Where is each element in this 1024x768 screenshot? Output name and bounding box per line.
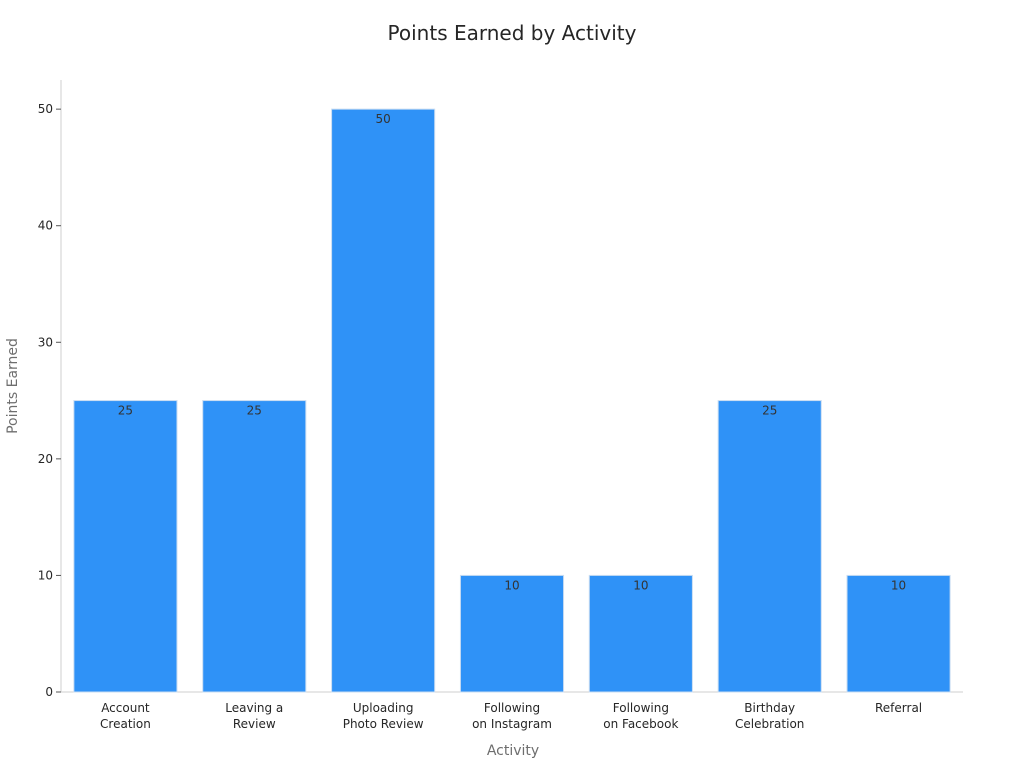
bar [73, 400, 178, 693]
x-tick-label-line: Birthday [744, 701, 795, 715]
x-axis-title: Activity [487, 743, 539, 759]
y-axis-title: Points Earned [5, 338, 21, 434]
x-tick-label: Leaving a Review [225, 701, 283, 731]
x-tick-label-line: Celebration [735, 717, 804, 731]
chart-title: Points Earned by Activity [388, 21, 637, 45]
bar [588, 574, 693, 693]
x-tick-label-line: Account [101, 701, 150, 715]
bar [331, 108, 436, 693]
bar-value-label: 25 [247, 404, 262, 418]
bars: 25 25 50 10 10 25 10 [73, 108, 951, 693]
y-tick-label: 30 [38, 335, 53, 349]
x-tick-label-line: Review [233, 717, 276, 731]
x-tick-label-line: Following [484, 701, 540, 715]
x-tick-label-line: Following [613, 701, 669, 715]
y-tick-label: 40 [38, 219, 53, 233]
y-tick-label: 50 [38, 102, 53, 116]
bar [202, 400, 307, 693]
bar-value-label: 25 [118, 404, 133, 418]
bar [459, 574, 565, 693]
y-tick-label: 0 [45, 685, 53, 699]
x-tick-label-line: Leaving a [225, 701, 283, 715]
y-ticks: 0 10 20 30 40 50 [38, 102, 61, 699]
x-tick-label-line: Uploading [353, 701, 414, 715]
x-tick-label: Following on Instagram [472, 701, 552, 731]
x-tick-label-line: Referral [875, 701, 922, 715]
x-tick-label-line: on Instagram [472, 717, 552, 731]
bar-value-label: 10 [504, 578, 519, 592]
x-tick-label: Following on Facebook [603, 701, 678, 731]
bar-value-label: 10 [633, 578, 648, 592]
x-tick-label: Birthday Celebration [735, 701, 804, 731]
x-ticks: Account Creation Leaving a Review Uploading P… [100, 701, 922, 731]
x-tick-label: Account Creation [100, 701, 151, 731]
x-tick-label: Uploading Photo Review [343, 701, 424, 731]
x-tick-label-line: Creation [100, 717, 151, 731]
x-tick-label-line: on Facebook [603, 717, 678, 731]
x-tick-label: Referral [875, 701, 922, 715]
bar [846, 574, 951, 693]
bar-value-label: 25 [762, 404, 777, 418]
bar-value-label: 10 [891, 578, 906, 592]
bar [717, 400, 822, 693]
y-tick-label: 10 [38, 568, 53, 582]
bar-value-label: 50 [376, 112, 391, 126]
y-tick-label: 20 [38, 452, 53, 466]
x-tick-label-line: Photo Review [343, 717, 424, 731]
